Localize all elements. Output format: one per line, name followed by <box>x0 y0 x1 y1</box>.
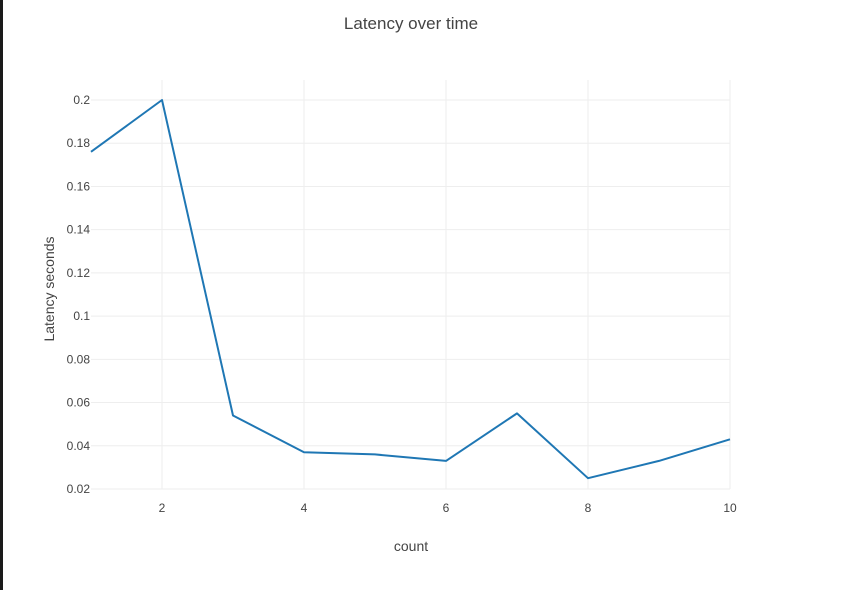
x-axis-ticks: 2 4 6 8 10 <box>159 501 737 515</box>
gridlines <box>91 80 731 490</box>
y-tick-label: 0.18 <box>67 136 91 150</box>
data-point <box>444 459 448 463</box>
series-layer <box>89 98 732 480</box>
chart-title: Latency over time <box>344 14 478 33</box>
data-point <box>586 476 590 480</box>
data-point <box>89 150 93 154</box>
data-point <box>373 452 377 456</box>
data-point <box>160 98 164 102</box>
data-point <box>728 437 732 441</box>
x-tick-label: 10 <box>723 501 737 515</box>
y-axis-label: Latency seconds <box>41 236 57 341</box>
data-point <box>302 450 306 454</box>
series-line <box>90 99 731 480</box>
data-point <box>231 414 235 418</box>
x-tick-label: 4 <box>301 501 308 515</box>
data-point <box>657 459 661 463</box>
y-tick-label: 0.12 <box>67 266 91 280</box>
y-tick-label: 0.1 <box>73 309 90 323</box>
y-tick-label: 0.08 <box>67 352 91 366</box>
y-tick-label: 0.02 <box>67 482 91 496</box>
data-point <box>515 411 519 415</box>
window-edge <box>0 0 3 590</box>
y-tick-label: 0.2 <box>73 93 90 107</box>
y-tick-label: 0.06 <box>67 396 91 410</box>
y-tick-label: 0.16 <box>67 179 91 193</box>
y-axis-ticks: 0.02 0.04 0.06 0.08 0.1 0.12 0.14 0.16 0.18 0.2 <box>67 93 91 496</box>
x-tick-label: 6 <box>443 501 450 515</box>
x-axis-label: count <box>394 538 428 554</box>
x-tick-label: 8 <box>585 501 592 515</box>
x-tick-label: 2 <box>159 501 166 515</box>
y-tick-label: 0.04 <box>67 439 91 453</box>
y-tick-label: 0.14 <box>67 223 91 237</box>
